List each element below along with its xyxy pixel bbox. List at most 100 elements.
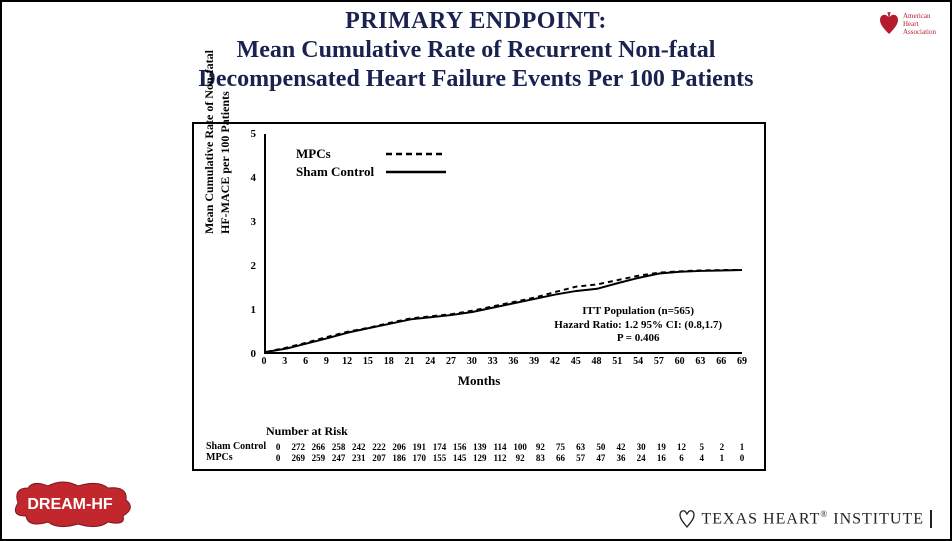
risk-header: Number at Risk bbox=[266, 424, 752, 439]
stats-line3: P = 0.406 bbox=[554, 332, 722, 346]
stats-line2: Hazard Ratio: 1.2 95% CI: (0.8,1.7) bbox=[554, 319, 722, 333]
risk-value: 269 bbox=[288, 453, 308, 463]
x-tick-label: 9 bbox=[324, 356, 329, 367]
thi-text2: INSTITUTE bbox=[833, 511, 924, 528]
risk-value: 63 bbox=[571, 442, 591, 452]
risk-value: 139 bbox=[470, 442, 490, 452]
x-tick-label: 69 bbox=[737, 356, 747, 367]
risk-value: 66 bbox=[550, 453, 570, 463]
risk-value: 0 bbox=[268, 442, 288, 452]
risk-value: 12 bbox=[671, 442, 691, 452]
x-ticks: 0369121518212427303336394245485154576063… bbox=[264, 356, 742, 371]
risk-value: 57 bbox=[571, 453, 591, 463]
x-tick-label: 18 bbox=[384, 356, 394, 367]
risk-value: 247 bbox=[329, 453, 349, 463]
x-tick-label: 12 bbox=[342, 356, 352, 367]
risk-value: 100 bbox=[510, 442, 530, 452]
risk-value: 174 bbox=[429, 442, 449, 452]
stats-line1: ITT Population (n=565) bbox=[554, 305, 722, 319]
x-tick-label: 30 bbox=[467, 356, 477, 367]
y-tick-label: 0 bbox=[251, 348, 257, 360]
x-tick-label: 63 bbox=[695, 356, 705, 367]
risk-value: 272 bbox=[288, 442, 308, 452]
y-ticks: 012345 bbox=[240, 134, 260, 354]
risk-value: 155 bbox=[429, 453, 449, 463]
x-tick-label: 3 bbox=[282, 356, 287, 367]
x-tick-label: 39 bbox=[529, 356, 539, 367]
aha-logo: American Heart Association bbox=[879, 12, 936, 36]
y-tick-label: 5 bbox=[251, 128, 257, 140]
legend-row-sham: Sham Control bbox=[296, 164, 446, 180]
risk-value: 129 bbox=[470, 453, 490, 463]
x-tick-label: 24 bbox=[425, 356, 435, 367]
heart-torch-icon bbox=[879, 12, 899, 36]
aha-line2: Heart bbox=[903, 20, 936, 28]
risk-value: 186 bbox=[389, 453, 409, 463]
title-line1: PRIMARY ENDPOINT: bbox=[2, 8, 950, 35]
risk-value: 50 bbox=[591, 442, 611, 452]
title-line2: Mean Cumulative Rate of Recurrent Non-fa… bbox=[2, 37, 950, 64]
risk-value: 206 bbox=[389, 442, 409, 452]
risk-value: 19 bbox=[651, 442, 671, 452]
x-tick-label: 45 bbox=[571, 356, 581, 367]
legend: MPCs Sham Control bbox=[296, 144, 446, 182]
risk-value: 242 bbox=[349, 442, 369, 452]
legend-row-mpcs: MPCs bbox=[296, 146, 446, 162]
x-tick-label: 6 bbox=[303, 356, 308, 367]
x-tick-label: 21 bbox=[404, 356, 414, 367]
risk-value: 92 bbox=[530, 442, 550, 452]
stats-box: ITT Population (n=565) Hazard Ratio: 1.2… bbox=[554, 305, 722, 346]
chart-container: Mean Cumulative Rate of Non-fatal HF-MAC… bbox=[192, 122, 766, 471]
risk-value: 170 bbox=[409, 453, 429, 463]
x-tick-label: 42 bbox=[550, 356, 560, 367]
x-tick-label: 51 bbox=[612, 356, 622, 367]
y-tick-label: 4 bbox=[251, 172, 257, 184]
risk-value: 114 bbox=[490, 442, 510, 452]
risk-value: 1 bbox=[732, 442, 752, 452]
x-tick-label: 57 bbox=[654, 356, 664, 367]
risk-value: 5 bbox=[692, 442, 712, 452]
risk-value: 266 bbox=[308, 442, 328, 452]
risk-value: 2 bbox=[712, 442, 732, 452]
risk-row: Sham Control0272266258242222206191174156… bbox=[206, 441, 752, 452]
risk-value: 259 bbox=[308, 453, 328, 463]
risk-value: 42 bbox=[611, 442, 631, 452]
thi-text1: TEXAS HEART bbox=[701, 511, 820, 528]
risk-value: 75 bbox=[550, 442, 570, 452]
risk-row-values: 0272266258242222206191174156139114100927… bbox=[268, 442, 752, 452]
risk-row-values: 0269259247231207186170155145129112928366… bbox=[268, 453, 752, 463]
number-at-risk-table: Number at Risk Sham Control0272266258242… bbox=[206, 424, 752, 463]
risk-value: 112 bbox=[490, 453, 510, 463]
title-line3: Decompensated Heart Failure Events Per 1… bbox=[2, 66, 950, 93]
risk-value: 222 bbox=[369, 442, 389, 452]
legend-label-sham: Sham Control bbox=[296, 164, 386, 180]
y-axis-label-line2: HF-MACE per 100 Patients bbox=[218, 91, 233, 234]
risk-value: 191 bbox=[409, 442, 429, 452]
x-tick-label: 15 bbox=[363, 356, 373, 367]
risk-value: 16 bbox=[651, 453, 671, 463]
risk-value: 207 bbox=[369, 453, 389, 463]
y-tick-label: 2 bbox=[251, 260, 257, 272]
risk-value: 30 bbox=[631, 442, 651, 452]
x-tick-label: 27 bbox=[446, 356, 456, 367]
aha-line1: American bbox=[903, 12, 936, 20]
thi-divider bbox=[930, 510, 932, 528]
title-block: PRIMARY ENDPOINT: Mean Cumulative Rate o… bbox=[2, 8, 950, 93]
risk-row: MPCs026925924723120718617015514512911292… bbox=[206, 452, 752, 463]
x-axis-label: Months bbox=[458, 373, 501, 389]
aha-line3: Association bbox=[903, 28, 936, 36]
risk-row-label: MPCs bbox=[206, 452, 268, 463]
x-tick-label: 60 bbox=[675, 356, 685, 367]
slide-root: American Heart Association PRIMARY ENDPO… bbox=[0, 0, 952, 541]
risk-value: 36 bbox=[611, 453, 631, 463]
legend-swatch-solid bbox=[386, 167, 446, 177]
texas-heart-institute-logo: TEXAS HEART® INSTITUTE bbox=[679, 509, 932, 529]
risk-value: 24 bbox=[631, 453, 651, 463]
x-tick-label: 66 bbox=[716, 356, 726, 367]
risk-value: 83 bbox=[530, 453, 550, 463]
y-axis-label-line1: Mean Cumulative Rate of Non-fatal bbox=[202, 50, 217, 234]
x-tick-label: 54 bbox=[633, 356, 643, 367]
risk-row-label: Sham Control bbox=[206, 441, 268, 452]
risk-value: 6 bbox=[671, 453, 691, 463]
aha-logo-text: American Heart Association bbox=[903, 12, 936, 36]
